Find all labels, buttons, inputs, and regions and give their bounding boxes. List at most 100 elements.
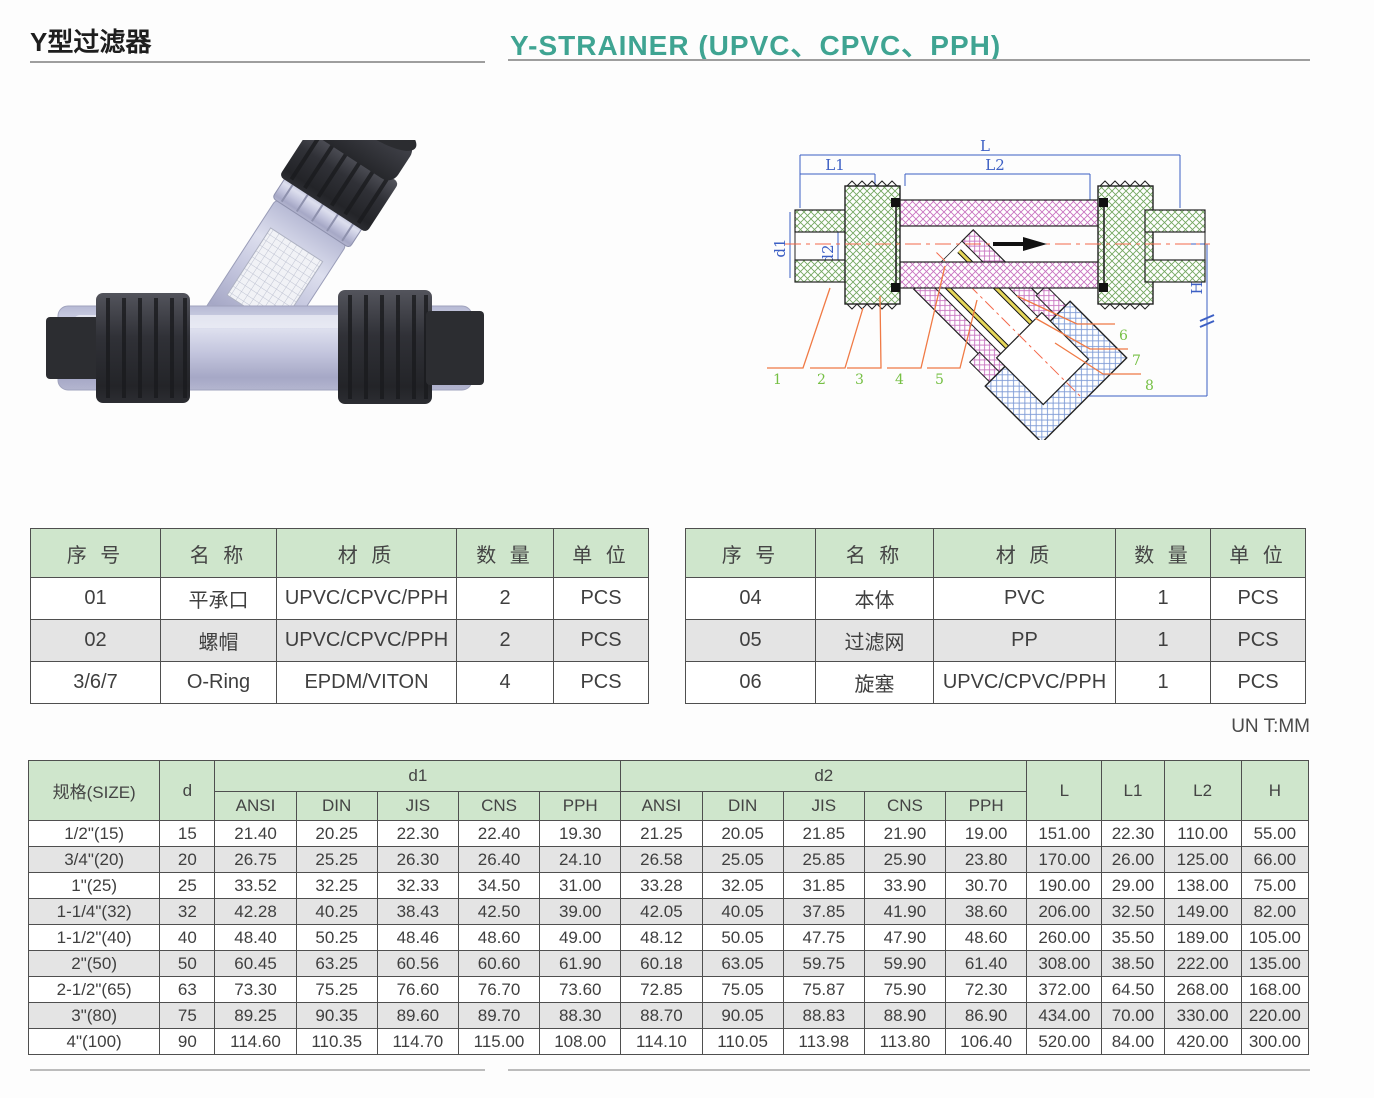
title-underline-right — [508, 59, 1310, 61]
table-cell: 59.90 — [863, 950, 947, 977]
table-cell: 84.00 — [1101, 1028, 1165, 1055]
table-cell: 04 — [685, 577, 816, 620]
table-cell: 48.46 — [376, 924, 459, 951]
table-cell: 25 — [159, 872, 216, 899]
table-cell: 76.60 — [376, 976, 459, 1003]
table-cell: PVC — [933, 577, 1116, 620]
table-cell: 75 — [159, 1002, 216, 1029]
table-cell: 82.00 — [1240, 898, 1310, 925]
table-cell: 222.00 — [1163, 950, 1242, 977]
table-cell: 20 — [159, 846, 216, 873]
table-cell: 190.00 — [1026, 872, 1103, 899]
table-cell: 89.70 — [457, 1002, 541, 1029]
table-cell: 26.30 — [376, 846, 459, 873]
table-cell: 110.35 — [295, 1028, 378, 1055]
table-cell: 72.30 — [945, 976, 1028, 1003]
table-cell: 过滤网 — [815, 619, 934, 662]
part-number-1: 1 — [773, 372, 782, 388]
parts-table-right: 序 号 名 称 材 质 数 量 单 位 04 本体 PVC 1 PCS 05 过滤网 PP 1 P… — [685, 528, 1306, 704]
part-number-6: 6 — [1119, 328, 1128, 344]
table-cell: 48.60 — [945, 924, 1028, 951]
table-header-row: 规格(SIZE) d d1 d2 L L1 L2 H — [27, 760, 1310, 821]
table-cell: 20.05 — [701, 820, 784, 847]
table-cell: 260.00 — [1026, 924, 1103, 951]
table-cell: 61.90 — [539, 950, 622, 977]
table-cell: 113.98 — [782, 1028, 865, 1055]
table-cell: 90.35 — [295, 1002, 378, 1029]
table-cell: 149.00 — [1163, 898, 1242, 925]
table-cell: 206.00 — [1026, 898, 1103, 925]
dim-label-L2: L2 — [985, 156, 1005, 174]
table-cell: 73.30 — [214, 976, 297, 1003]
table-cell: 26.00 — [1101, 846, 1165, 873]
table-cell: 88.30 — [539, 1002, 622, 1029]
table-cell: 38.50 — [1101, 950, 1165, 977]
col-header-std: ANSI — [214, 791, 297, 821]
table-cell: 308.00 — [1026, 950, 1103, 977]
table-cell: 32 — [159, 898, 216, 925]
table-cell: 168.00 — [1240, 976, 1310, 1003]
col-header-d: d — [159, 760, 216, 821]
table-cell: 本体 — [815, 577, 934, 620]
table-cell: 32.50 — [1101, 898, 1165, 925]
table-row: 04 本体 PVC 1 PCS — [685, 577, 1306, 620]
table-cell: 105.00 — [1240, 924, 1310, 951]
table-row: 3/4"(20) 20 26.75 25.25 26.30 26.40 24.10 26.58… — [27, 846, 1310, 873]
table-cell: 40.05 — [701, 898, 784, 925]
table-cell: 1 — [1115, 577, 1211, 620]
table-cell: 88.90 — [863, 1002, 947, 1029]
page-title-english: Y-STRAINER (UPVC、CPVC、PPH) — [510, 30, 1002, 61]
table-cell: 330.00 — [1163, 1002, 1242, 1029]
col-header: 材 质 — [276, 528, 457, 578]
table-cell: EPDM/VITON — [276, 661, 457, 704]
table-cell: 49.00 — [539, 924, 622, 951]
table-row: 3/6/7 O-Ring EPDM/VITON 4 PCS — [30, 661, 649, 704]
table-cell: 15 — [159, 820, 216, 847]
table-cell: 75.05 — [701, 976, 784, 1003]
photo-left-end — [46, 317, 104, 379]
table-cell: 90.05 — [701, 1002, 784, 1029]
table-subheader-row: ANSI DIN JIS CNS PPH ANSI DIN JIS CNS PP… — [29, 791, 1309, 821]
table-cell: 75.25 — [295, 976, 378, 1003]
table-cell: 114.70 — [376, 1028, 459, 1055]
table-cell: 189.00 — [1163, 924, 1242, 951]
col-header: 名 称 — [815, 528, 934, 578]
table-cell: PCS — [553, 661, 649, 704]
table-cell: 114.60 — [214, 1028, 297, 1055]
table-cell: 33.52 — [214, 872, 297, 899]
col-group-d2: d2 — [620, 760, 1028, 792]
table-cell: 25.90 — [863, 846, 947, 873]
table-cell: 33.90 — [863, 872, 947, 899]
table-cell: 60.18 — [620, 950, 703, 977]
table-cell: 151.00 — [1026, 820, 1103, 847]
table-cell: 1"(25) — [27, 872, 161, 899]
table-cell: 114.10 — [620, 1028, 703, 1055]
table-cell: 旋塞 — [815, 661, 934, 704]
parts-table-left: 序 号 名 称 材 质 数 量 单 位 01 平承口 UPVC/CPVC/PPH 2 P… — [30, 528, 649, 704]
table-cell: 75.87 — [782, 976, 865, 1003]
col-header-std: PPH — [539, 791, 622, 821]
table-row: 01 平承口 UPVC/CPVC/PPH 2 PCS — [30, 577, 649, 620]
table-cell: 88.70 — [620, 1002, 703, 1029]
col-header: 材 质 — [933, 528, 1116, 578]
table-cell: 50.25 — [295, 924, 378, 951]
table-cell: 39.00 — [539, 898, 622, 925]
table-cell: 螺帽 — [160, 619, 277, 662]
table-cell: 372.00 — [1026, 976, 1103, 1003]
footer-rule-left — [30, 1069, 485, 1071]
table-cell: 42.05 — [620, 898, 703, 925]
photo-branch-cap — [317, 140, 413, 181]
part-number-5: 5 — [935, 372, 944, 388]
part-number-7: 7 — [1132, 353, 1141, 369]
table-row: 06 旋塞 UPVC/CPVC/PPH 1 PCS — [685, 661, 1306, 704]
table-cell: 19.00 — [945, 820, 1028, 847]
table-cell: 434.00 — [1026, 1002, 1103, 1029]
table-cell: 108.00 — [539, 1028, 622, 1055]
col-header: 序 号 — [685, 528, 816, 578]
table-cell: 29.00 — [1101, 872, 1165, 899]
table-cell: PCS — [553, 619, 649, 662]
part-numbers: 1 2 3 4 5 6 7 8 — [773, 328, 1154, 394]
table-cell: 63 — [159, 976, 216, 1003]
table-cell: 59.75 — [782, 950, 865, 977]
col-header-size: 规格(SIZE) — [27, 760, 161, 821]
